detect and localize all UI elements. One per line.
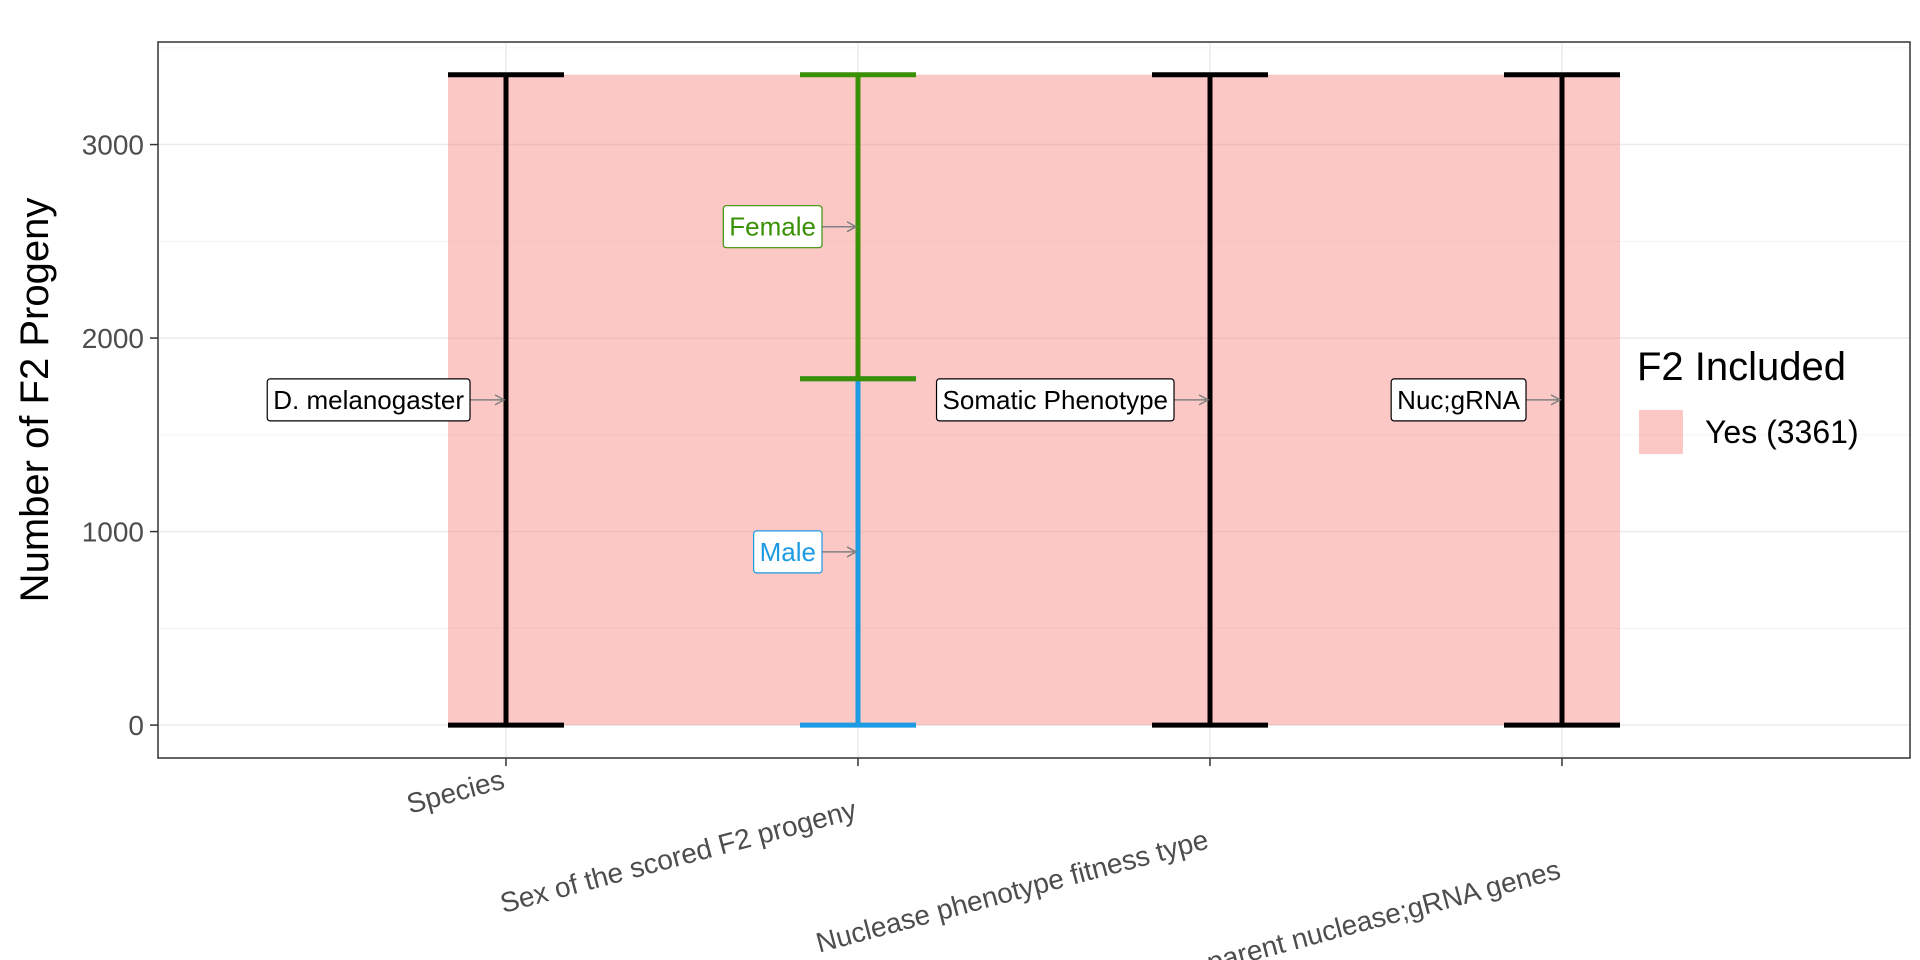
x-tick-label: Drive parent nuclease;gRNA genes bbox=[1133, 854, 1563, 960]
stratum-nuc-grna bbox=[1504, 72, 1620, 728]
label-arrowhead bbox=[1198, 394, 1210, 406]
label-text: D. melanogaster bbox=[273, 385, 464, 415]
stratum-label-nuc-grna: Nuc;gRNA bbox=[1390, 378, 1562, 422]
y-axis-title: Number of F2 Progeny bbox=[13, 198, 57, 603]
stratum-d-melanogaster bbox=[448, 72, 564, 728]
label-box bbox=[935, 378, 1175, 422]
legend-key bbox=[1639, 410, 1683, 454]
y-tick-label: 0 bbox=[128, 710, 144, 741]
label-text: Female bbox=[729, 212, 816, 242]
annotation-layer: D. melanogaster Male Female Somatic Phenoty… bbox=[266, 205, 1562, 574]
legend: F2 Included Yes (3361) bbox=[1637, 345, 1859, 454]
stratum-label-female: Female bbox=[722, 205, 858, 249]
label-arrowhead bbox=[494, 394, 506, 406]
label-box bbox=[753, 530, 823, 574]
legend-title: F2 Included bbox=[1637, 345, 1846, 389]
stratum-label-somatic-phenotype: Somatic Phenotype bbox=[935, 378, 1210, 422]
y-tick-label: 3000 bbox=[82, 130, 144, 161]
x-tick-label: Nuclease phenotype fitness type bbox=[813, 824, 1212, 959]
label-text: Male bbox=[760, 537, 816, 567]
x-tick-label: Sex of the scored F2 progeny bbox=[497, 794, 860, 919]
label-text: Somatic Phenotype bbox=[943, 385, 1168, 415]
label-box bbox=[722, 205, 823, 249]
x-tick-label: Species bbox=[403, 764, 507, 820]
strata-layer bbox=[448, 72, 1620, 728]
label-box bbox=[266, 378, 471, 422]
legend-label: Yes (3361) bbox=[1705, 414, 1859, 450]
y-axis: 0 1000 2000 3000 bbox=[82, 130, 158, 741]
label-arrowhead bbox=[1550, 394, 1562, 406]
label-arrowhead bbox=[846, 546, 858, 558]
y-tick-label: 1000 bbox=[82, 517, 144, 548]
label-box bbox=[1390, 378, 1527, 422]
legend-items: Yes (3361) bbox=[1639, 410, 1859, 454]
label-arrowhead bbox=[846, 221, 858, 233]
label-text: Nuc;gRNA bbox=[1397, 385, 1520, 415]
stratum-female bbox=[800, 72, 916, 382]
stratum-label-male: Male bbox=[753, 530, 858, 574]
y-tick-label: 2000 bbox=[82, 323, 144, 354]
panel-border bbox=[157, 41, 1911, 759]
stratum-label-d-melanogaster: D. melanogaster bbox=[266, 378, 506, 422]
stratum-somatic-phenotype bbox=[1152, 72, 1268, 728]
